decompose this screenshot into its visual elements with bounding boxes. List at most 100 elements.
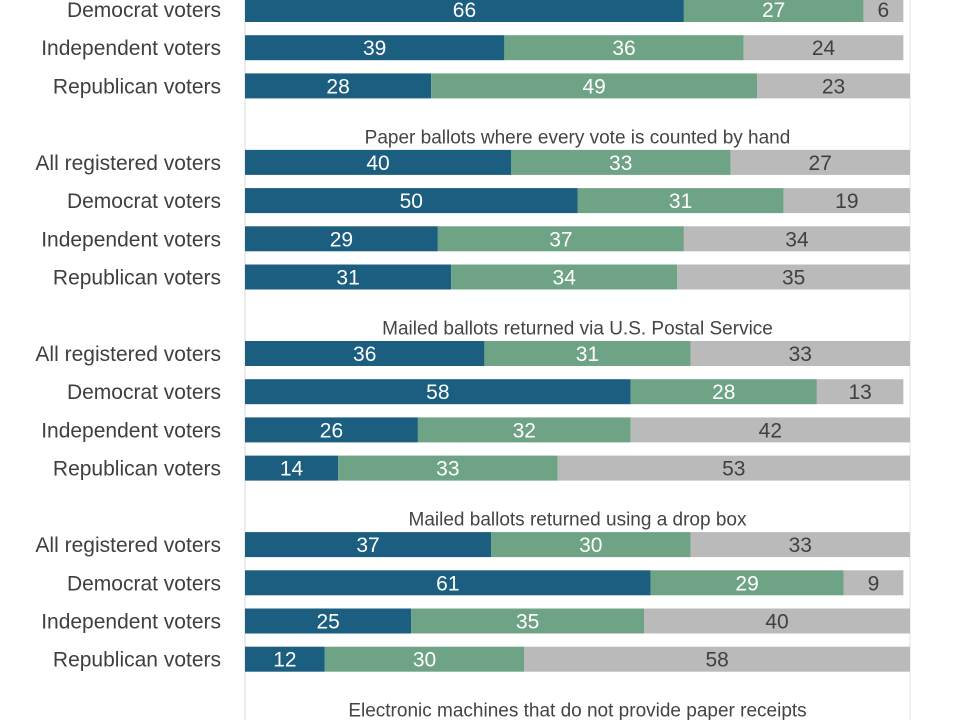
bar-segment-3 <box>630 417 910 443</box>
data-label: 31 <box>576 343 599 366</box>
data-label: 34 <box>785 228 809 251</box>
row-label: Republican voters <box>53 649 221 672</box>
data-label: 24 <box>812 37 836 60</box>
bar-segment-1 <box>245 35 505 61</box>
data-label: 33 <box>789 343 812 366</box>
bar-row: Republican voters 12 30 58 <box>53 646 910 672</box>
bar-row: Independent voters 39 36 24 <box>41 35 904 61</box>
row-label: Republican voters <box>53 458 221 481</box>
group-title: Mailed ballots returned using a drop box <box>409 510 747 531</box>
data-label: 14 <box>280 458 304 481</box>
data-label: 28 <box>712 381 735 404</box>
data-label: 12 <box>273 649 296 672</box>
data-label: 27 <box>762 0 785 22</box>
data-label: 58 <box>426 381 449 404</box>
row-label: Republican voters <box>53 75 221 98</box>
data-label: 49 <box>582 75 605 98</box>
bar-segment-3 <box>557 455 910 481</box>
data-label: 36 <box>612 37 635 60</box>
data-label: 19 <box>835 190 858 213</box>
bar-segment-2 <box>437 226 684 252</box>
bar-segment-3 <box>816 379 904 405</box>
row-label: Democrat voters <box>67 381 221 404</box>
bar-segment-3 <box>757 73 910 99</box>
bar-row: All registered voters 37 30 33 <box>35 532 910 558</box>
bar-segment-1 <box>245 149 511 175</box>
bar-segment-1 <box>245 0 684 22</box>
row-label: All registered voters <box>35 343 221 366</box>
bar-segment-2 <box>451 264 678 290</box>
data-label: 58 <box>705 649 728 672</box>
bar-segment-2 <box>511 149 731 175</box>
bar-segment-1 <box>245 532 492 558</box>
data-label: 23 <box>822 75 845 98</box>
data-label: 35 <box>782 267 805 290</box>
data-label: 33 <box>609 152 632 175</box>
data-label: 29 <box>330 228 353 251</box>
bar-segment-3 <box>683 226 910 252</box>
bar-segment-3 <box>690 532 910 558</box>
bar-segment-2 <box>650 570 844 596</box>
bar-segment-1 <box>245 226 438 252</box>
group-title: Mailed ballots returned via U.S. Postal … <box>382 319 773 340</box>
bar-segment-2 <box>484 341 691 366</box>
data-label: 40 <box>366 152 389 175</box>
bar-segment-2 <box>491 532 691 558</box>
data-label: 27 <box>809 152 832 175</box>
data-label: 32 <box>513 419 536 442</box>
data-label: 42 <box>759 419 782 442</box>
bar-row: Democrat voters 66 27 6 <box>67 0 904 22</box>
row-label: All registered voters <box>35 534 221 557</box>
bar-segment-3 <box>524 646 910 672</box>
bar-segment-1 <box>245 379 631 405</box>
data-label: 31 <box>669 190 692 213</box>
bar-segment-2 <box>504 35 744 61</box>
bar-segment-2 <box>630 379 817 405</box>
row-label: All registered voters <box>35 152 221 175</box>
bar-segment-1 <box>245 264 452 290</box>
data-label: 61 <box>436 572 459 595</box>
data-label: 50 <box>400 190 423 213</box>
bar-segment-3 <box>677 264 910 290</box>
data-label: 30 <box>579 534 602 557</box>
bar-segment-2 <box>683 0 864 22</box>
bar-segment-3 <box>863 0 904 22</box>
data-label: 34 <box>553 267 577 290</box>
bar-segment-2 <box>338 455 558 481</box>
bar-segment-1 <box>245 646 325 672</box>
bar-row: Republican voters 14 33 53 <box>53 455 910 481</box>
row-label: Democrat voters <box>67 0 221 22</box>
data-label: 40 <box>765 611 788 634</box>
bar-segment-1 <box>245 188 578 214</box>
data-label: 30 <box>413 649 436 672</box>
bar-segment-1 <box>245 455 339 481</box>
bar-segment-1 <box>245 73 432 99</box>
bar-row: Democrat voters 58 28 13 <box>67 379 904 405</box>
bar-row: Independent voters 26 32 42 <box>41 417 910 443</box>
bar-segment-1 <box>245 608 412 634</box>
data-label: 13 <box>848 381 871 404</box>
bar-row: Democrat voters 50 31 19 <box>67 188 910 214</box>
bar-segment-3 <box>690 341 910 366</box>
bar-segment-2 <box>577 188 784 214</box>
bar-segment-1 <box>245 341 485 366</box>
bar-segment-3 <box>743 35 904 61</box>
bar-row: Independent voters 29 37 34 <box>41 226 910 252</box>
data-label: 39 <box>363 37 386 60</box>
data-label: 66 <box>453 0 476 22</box>
bar-row: Republican voters 31 34 35 <box>53 264 910 290</box>
group-title: Paper ballots where every vote is counte… <box>365 127 791 148</box>
data-label: 6 <box>878 0 890 22</box>
row-label: Independent voters <box>41 611 221 634</box>
bar-segment-1 <box>245 570 651 596</box>
data-label: 25 <box>316 611 339 634</box>
row-label: Republican voters <box>53 267 221 290</box>
data-label: 37 <box>549 228 572 251</box>
data-label: 33 <box>436 458 459 481</box>
bar-segment-3 <box>730 149 910 175</box>
data-label: 36 <box>353 343 376 366</box>
row-label: Independent voters <box>41 37 221 60</box>
data-label: 28 <box>326 75 349 98</box>
bar-segment-3 <box>644 608 910 634</box>
